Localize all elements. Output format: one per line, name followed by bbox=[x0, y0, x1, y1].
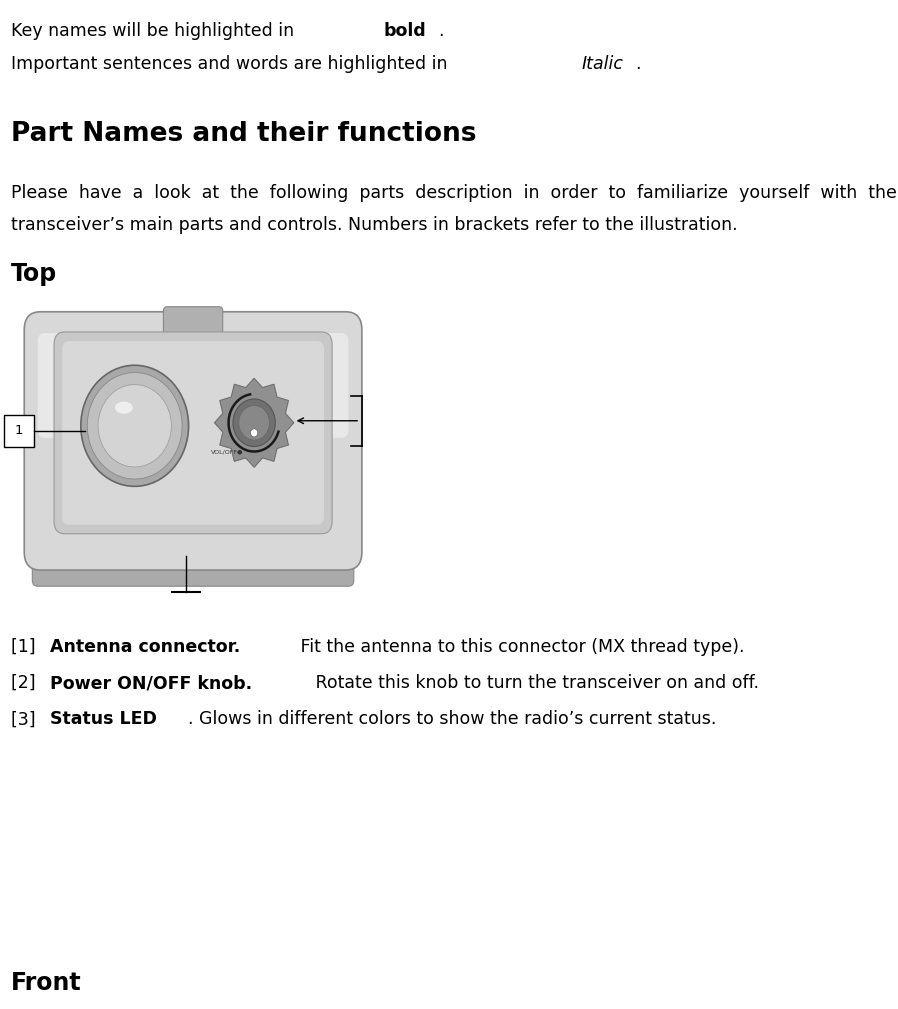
Circle shape bbox=[81, 365, 189, 486]
Text: Front: Front bbox=[11, 971, 82, 995]
Text: .: . bbox=[438, 22, 444, 40]
Circle shape bbox=[233, 399, 276, 447]
Circle shape bbox=[98, 384, 172, 467]
Text: 1: 1 bbox=[15, 425, 23, 437]
FancyBboxPatch shape bbox=[32, 539, 354, 586]
Text: Please  have  a  look  at  the  following  parts  description  in  order  to  fa: Please have a look at the following part… bbox=[11, 184, 896, 202]
Circle shape bbox=[87, 372, 182, 479]
Text: . Glows in different colors to show the radio’s current status.: . Glows in different colors to show the … bbox=[188, 710, 716, 728]
Text: Rotate this knob to turn the transceiver on and off.: Rotate this knob to turn the transceiver… bbox=[311, 674, 760, 692]
FancyBboxPatch shape bbox=[24, 312, 362, 570]
Text: transceiver’s main parts and controls. Numbers in brackets refer to the illustra: transceiver’s main parts and controls. N… bbox=[11, 216, 737, 234]
Text: Important sentences and words are highlighted in: Important sentences and words are highli… bbox=[11, 55, 453, 74]
Ellipse shape bbox=[115, 402, 133, 414]
Text: [3]: [3] bbox=[11, 710, 41, 728]
Text: Fit the antenna to this connector (MX thread type).: Fit the antenna to this connector (MX th… bbox=[295, 638, 744, 656]
Circle shape bbox=[251, 429, 258, 437]
Text: [2]: [2] bbox=[11, 674, 41, 692]
Text: Part Names and their functions: Part Names and their functions bbox=[11, 121, 476, 147]
Text: Top: Top bbox=[11, 262, 57, 287]
Polygon shape bbox=[215, 378, 294, 467]
Text: .: . bbox=[635, 55, 640, 74]
Text: [1]: [1] bbox=[11, 638, 41, 656]
Text: VOL/OFF●: VOL/OFF● bbox=[211, 449, 243, 454]
Text: Antenna connector.: Antenna connector. bbox=[49, 638, 240, 656]
Bar bbox=[4, 415, 34, 447]
FancyBboxPatch shape bbox=[62, 341, 324, 525]
Text: bold: bold bbox=[383, 22, 426, 40]
Circle shape bbox=[239, 406, 269, 440]
Text: Status LED: Status LED bbox=[49, 710, 156, 728]
Text: Italic: Italic bbox=[581, 55, 623, 74]
FancyBboxPatch shape bbox=[54, 332, 332, 534]
Text: Key names will be highlighted in: Key names will be highlighted in bbox=[11, 22, 299, 40]
FancyBboxPatch shape bbox=[38, 333, 348, 438]
Text: Power ON/OFF knob.: Power ON/OFF knob. bbox=[49, 674, 251, 692]
FancyBboxPatch shape bbox=[163, 307, 223, 337]
